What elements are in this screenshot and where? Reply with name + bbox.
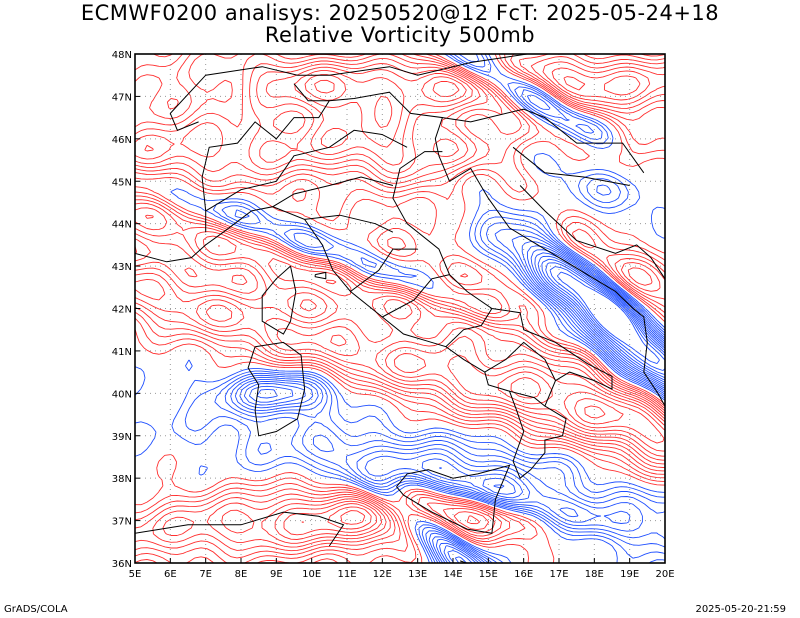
coastline	[519, 185, 665, 280]
coastline	[135, 231, 224, 263]
positive-vorticity-contour	[205, 66, 665, 540]
coastline	[135, 511, 345, 547]
coastline	[169, 54, 528, 131]
coastline	[314, 271, 327, 280]
coastline	[445, 308, 493, 348]
timestamp: 2025-05-20-21:59	[695, 604, 786, 615]
coastline	[304, 214, 394, 233]
longitude-axis: 5E 6E 7E 8E 9E 10E 11E 12E 13E 14E 15E 16E 17E 18E 19E…	[129, 558, 675, 580]
lon-tick-label: 6E	[164, 569, 177, 580]
lon-tick-label: 8E	[235, 569, 248, 580]
lon-tick-label: 11E	[337, 569, 356, 580]
coastline	[438, 155, 665, 407]
lat-tick-label: 46N	[112, 135, 132, 146]
positive-vorticity-contour	[510, 377, 624, 425]
lat-tick-label: 48N	[112, 50, 132, 61]
coastline	[512, 146, 630, 186]
lon-tick-label: 15E	[479, 569, 498, 580]
negative-vorticity-contour	[248, 249, 665, 563]
lat-tick-label: 38N	[112, 474, 132, 485]
latitude-axis: 36N 37N 38N 39N 40N 41N 42N 43N 44N 45N 46N 47N 48N	[112, 50, 140, 570]
positive-vorticity-contour	[314, 79, 665, 525]
lon-tick-label: 20E	[655, 569, 674, 580]
lat-tick-label: 41N	[112, 347, 132, 358]
negative-vorticity-contour	[184, 54, 665, 563]
coastline	[293, 83, 330, 102]
lon-tick-label: 13E	[408, 569, 427, 580]
lon-tick-label: 7E	[199, 569, 212, 580]
lon-tick-label: 19E	[620, 569, 639, 580]
lon-tick-label: 10E	[302, 569, 321, 580]
graticule	[135, 54, 665, 563]
positive-vorticity-contour	[584, 405, 606, 419]
negative-vorticity-contour	[243, 245, 665, 563]
coastline	[272, 176, 394, 208]
lon-tick-label: 12E	[373, 569, 392, 580]
coastline	[442, 108, 645, 174]
contour-layer	[135, 54, 665, 563]
coastline	[201, 91, 444, 233]
coastline	[484, 341, 556, 381]
positive-vorticity-contour	[135, 61, 665, 544]
lon-tick-label: 18E	[585, 569, 604, 580]
coastline	[509, 390, 546, 407]
lat-tick-label: 37N	[112, 517, 132, 528]
coastline	[396, 464, 511, 534]
coastline	[205, 129, 408, 212]
lon-tick-label: 5E	[129, 569, 142, 580]
negative-vorticity-contour	[545, 262, 665, 375]
chart-title: ECMWF0200 analisys: 20250520@12 FcT: 202…	[80, 1, 720, 25]
lat-tick-label: 44N	[112, 220, 132, 231]
negative-vorticity-contour	[230, 94, 665, 563]
lon-tick-label: 9E	[270, 569, 283, 580]
positive-vorticity-contour	[135, 54, 665, 563]
lat-tick-label: 43N	[112, 262, 132, 273]
chart-subtitle: Relative Vorticity 500mb	[264, 23, 536, 47]
lat-tick-label: 36N	[112, 559, 132, 570]
positive-vorticity-contour	[135, 54, 665, 559]
negative-vorticity-contour	[234, 235, 665, 563]
coastline	[382, 274, 450, 318]
coastline	[247, 341, 306, 437]
lon-tick-label: 17E	[549, 569, 568, 580]
lat-tick-label: 42N	[112, 305, 132, 316]
positive-vorticity-contour	[283, 70, 665, 536]
software-credit: GrADS/COLA	[4, 604, 68, 615]
negative-vorticity-contour	[541, 258, 665, 379]
positive-vorticity-contour	[135, 54, 665, 563]
lat-tick-label: 40N	[112, 389, 132, 400]
positive-vorticity-contour	[301, 74, 665, 530]
coastline	[459, 560, 468, 563]
lat-tick-label: 45N	[112, 177, 132, 188]
coastline-layer	[135, 54, 665, 563]
lon-tick-label: 16E	[514, 569, 533, 580]
coastline	[261, 265, 297, 335]
lat-tick-label: 39N	[112, 432, 132, 443]
coastline	[350, 248, 418, 292]
lat-tick-label: 47N	[112, 92, 132, 103]
positive-vorticity-contour	[135, 54, 665, 552]
negative-vorticity-contour	[549, 266, 665, 371]
lon-tick-label: 14E	[443, 569, 462, 580]
positive-vorticity-contour	[135, 56, 665, 548]
